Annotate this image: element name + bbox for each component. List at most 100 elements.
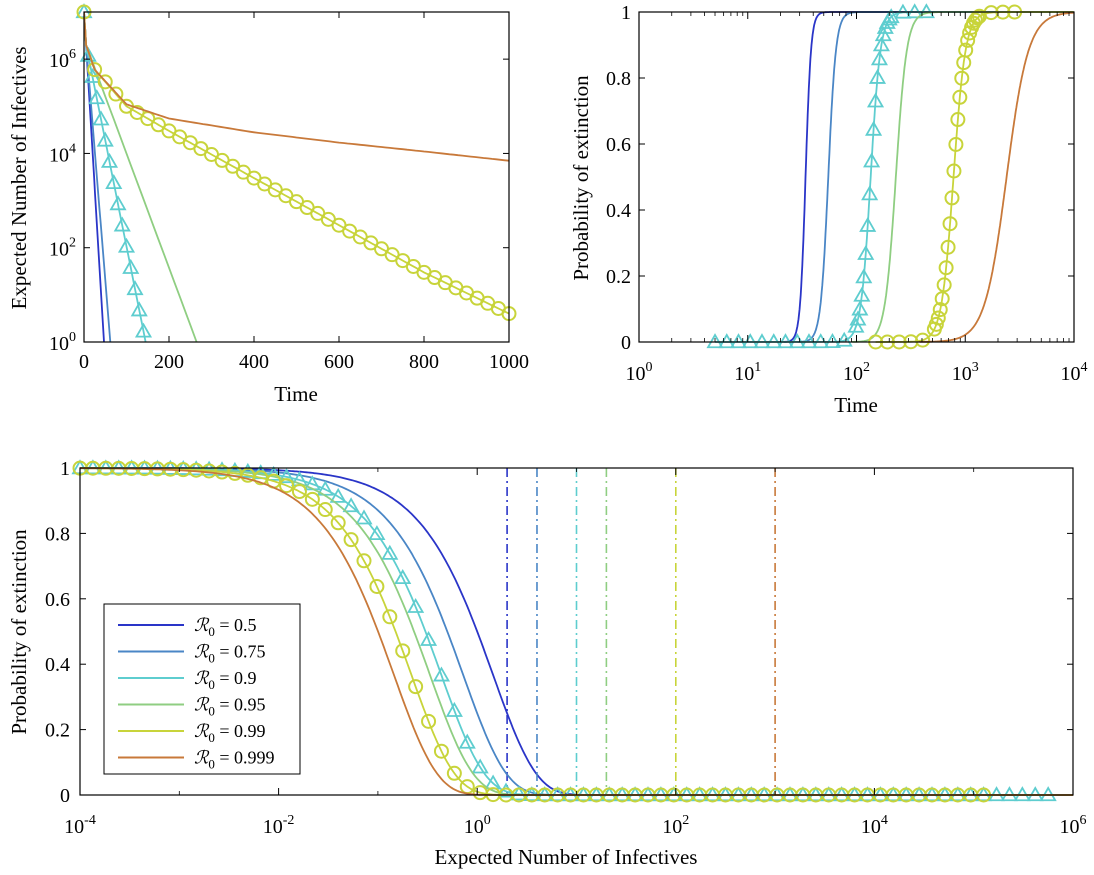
- panel-top-left: 0 200 400 600 800 1000 100 102 104 106 Time Expec…: [7, 3, 529, 406]
- tr-marker-r090: [906, 3, 924, 19]
- tr-marker-r090: [788, 333, 806, 349]
- b-marker-r090: [419, 630, 438, 646]
- tr-ytick-label: 0.8: [606, 68, 631, 90]
- b-marker-r090: [265, 465, 283, 481]
- b-marker-r090: [394, 569, 412, 585]
- tr-marker-r099: [946, 163, 962, 179]
- tr-marker-r090: [917, 3, 935, 19]
- tr-line-r075: [796, 11, 1074, 343]
- tr-marker-r090: [857, 244, 875, 260]
- tr-marker-r090: [729, 333, 748, 349]
- b-marker-r090: [277, 468, 296, 484]
- b-marker-r099: [433, 743, 449, 759]
- b-marker-r090: [342, 497, 360, 513]
- b-xtick-label: 104: [861, 813, 888, 838]
- b-marker-r090: [458, 733, 476, 749]
- tr-ytick-label: 0.4: [606, 200, 631, 222]
- tl-xtick-label: 800: [409, 351, 439, 373]
- tl-line-r099: [84, 11, 510, 315]
- tr-ytick-label: 0: [621, 332, 631, 354]
- tr-marker-r099: [915, 332, 931, 348]
- tr-ytick-label: 1: [621, 2, 631, 24]
- tl-marker-r090: [96, 131, 114, 147]
- tr-marker-r090: [706, 333, 724, 349]
- b-marker-r090: [200, 460, 218, 476]
- tl-marker-r099: [87, 62, 103, 78]
- b-ticks: 10-4 10-2 100 102 104 106 0 0.2 0.4 0.6 0.8 1: [45, 458, 1087, 838]
- b-ytick-label: 1: [60, 458, 70, 480]
- tr-marker-r099: [928, 316, 944, 332]
- tr-ylabel: Probability of extinction: [569, 75, 593, 281]
- tr-marker-r090: [865, 120, 883, 136]
- tl-marker-r090: [79, 46, 97, 62]
- tr-marker-r090: [855, 268, 873, 284]
- tr-marker-r090: [859, 216, 877, 232]
- tl-marker-r090: [105, 174, 123, 190]
- b-ytick-label: 0.6: [45, 589, 70, 611]
- b-marker-r099: [330, 515, 346, 531]
- tr-marker-r090: [765, 333, 783, 349]
- legend-label-r0999: ℛ0 = 0.999: [194, 748, 275, 772]
- tr-marker-r090: [800, 333, 818, 349]
- tr-marker-r090: [776, 333, 795, 349]
- tr-marker-r099: [952, 89, 968, 105]
- b-marker-r099: [356, 553, 372, 569]
- b-marker-r090: [355, 509, 373, 525]
- b-xtick-label: 100: [464, 813, 491, 838]
- legend-box: [103, 603, 301, 775]
- tr-marker-r099: [948, 136, 964, 152]
- legend-label-r050: ℛ0 = 0.5: [194, 615, 257, 639]
- b-marker-r090: [510, 785, 528, 801]
- b-marker-r099: [317, 502, 333, 518]
- b-ylabel: Probability of extinction: [7, 529, 31, 735]
- tr-marker-r099: [932, 302, 948, 318]
- tr-marker-r090: [861, 185, 879, 201]
- tr-axes-frame: [638, 11, 1075, 343]
- tl-axes-frame: [83, 11, 510, 343]
- tr-marker-r090: [849, 310, 867, 326]
- tl-marker-r090: [88, 89, 106, 105]
- tr-series-group: [706, 3, 1074, 350]
- tr-xtick-label: 100: [626, 360, 653, 385]
- tr-marker-r099: [950, 112, 966, 128]
- tr-marker-r090: [874, 26, 892, 42]
- b-ytick-label: 0.4: [45, 654, 70, 676]
- tl-ytick-label: 106: [49, 47, 76, 72]
- tl-xtick-label: 600: [324, 351, 354, 373]
- tr-marker-r090: [868, 68, 887, 84]
- tr-line-r050: [782, 11, 1074, 343]
- tr-marker-r099: [944, 190, 960, 206]
- tl-marker-r090: [92, 110, 110, 126]
- tl-marker-r090: [130, 301, 148, 317]
- tl-xtick-label: 0: [79, 351, 89, 373]
- b-marker-r090: [523, 786, 541, 802]
- b-marker-r099: [291, 484, 307, 500]
- tl-xtick-label: 200: [154, 351, 184, 373]
- tr-marker-r090: [753, 333, 771, 349]
- tr-marker-r090: [882, 8, 900, 24]
- legend-label-r090: ℛ0 = 0.9: [194, 668, 257, 692]
- tl-marker-r099: [97, 74, 113, 90]
- b-marker-r090: [471, 758, 489, 774]
- tr-marker-r099: [930, 310, 946, 326]
- tl-marker-r090: [100, 152, 119, 168]
- tl-marker-r090: [134, 322, 153, 338]
- tr-marker-r099: [942, 216, 958, 232]
- tr-ytick-label: 0.6: [606, 134, 631, 156]
- b-ytick-label: 0: [60, 785, 70, 807]
- b-marker-r099: [304, 491, 320, 507]
- b-xtick-label: 10-2: [263, 813, 295, 838]
- b-marker-r099: [279, 478, 295, 494]
- b-marker-r090: [432, 666, 451, 682]
- tr-marker-r090: [851, 300, 869, 316]
- tl-series-group: [75, 3, 517, 342]
- panel-bottom: 10-4 10-2 100 102 104 106 0 0.2 0.4 0.6 0.8 1 Expec…: [7, 458, 1087, 869]
- tl-marker-r090: [122, 258, 140, 274]
- tr-marker-r099: [960, 32, 976, 48]
- tr-marker-r099: [936, 277, 952, 293]
- tr-ytick-label: 0.2: [606, 266, 631, 288]
- legend-label-r099: ℛ0 = 0.99: [194, 721, 266, 745]
- tl-line-r0999: [84, 11, 510, 162]
